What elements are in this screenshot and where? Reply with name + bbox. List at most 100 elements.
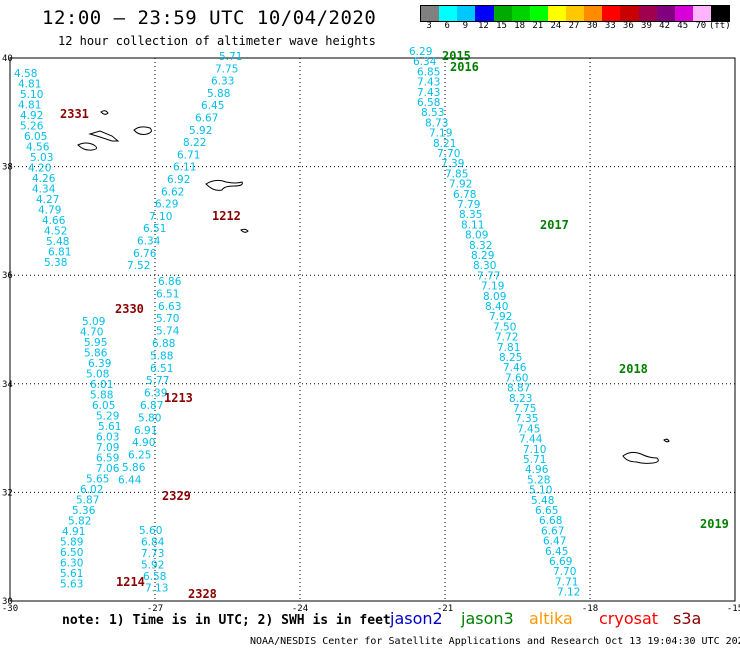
swh-value: 4.81 bbox=[18, 100, 41, 112]
color-scale-swatch bbox=[711, 6, 730, 21]
swh-value: 4.66 bbox=[42, 215, 66, 227]
swh-value: 7.79 bbox=[457, 199, 480, 211]
swh-value: 6.51 bbox=[143, 223, 166, 235]
swh-value: 5.48 bbox=[531, 495, 554, 507]
swh-value: 7.92 bbox=[489, 311, 512, 323]
color-scale-label: 27 bbox=[568, 21, 580, 31]
color-scale-swatch bbox=[529, 6, 548, 21]
swh-value: 7.52 bbox=[127, 260, 150, 272]
swh-value: 5.10 bbox=[529, 485, 552, 497]
color-scale-label: 30 bbox=[586, 21, 598, 31]
island-outline bbox=[240, 228, 249, 233]
swh-value: 6.76 bbox=[133, 248, 157, 260]
swh-value: 5.82 bbox=[68, 516, 91, 528]
swh-value: 6.29 bbox=[409, 46, 432, 58]
swh-value: 5.92 bbox=[189, 125, 212, 137]
swh-value: 4.96 bbox=[525, 464, 549, 476]
swh-value: 7.45 bbox=[517, 423, 540, 435]
swh-value: 7.19 bbox=[429, 128, 452, 140]
swh-value: 6.39 bbox=[88, 358, 111, 370]
swh-value: 8.35 bbox=[459, 209, 482, 221]
swh-value: 6.03 bbox=[96, 432, 119, 444]
color-scale-label: 70 bbox=[695, 21, 707, 31]
map-frame bbox=[9, 57, 736, 602]
color-scale-label: 12 bbox=[477, 21, 489, 31]
swh-value: 5.28 bbox=[527, 474, 550, 486]
swh-value: 8.09 bbox=[483, 291, 506, 303]
swh-value: 5.61 bbox=[60, 568, 83, 580]
swh-value: 5.70 bbox=[156, 313, 179, 325]
swh-value: 4.20 bbox=[28, 163, 51, 175]
swh-value: 6.50 bbox=[60, 547, 83, 559]
swh-value: 6.51 bbox=[156, 288, 179, 300]
swh-value: 6.05 bbox=[24, 131, 47, 143]
swh-value: 5.95 bbox=[84, 337, 107, 349]
swh-value: 4.81 bbox=[18, 79, 41, 91]
swh-value: 5.88 bbox=[150, 350, 173, 362]
y-tick-label: 36 bbox=[2, 271, 13, 281]
swh-value: 5.61 bbox=[98, 421, 121, 433]
swh-value: 5.65 bbox=[86, 474, 109, 486]
swh-value: 6.69 bbox=[549, 556, 572, 568]
swh-value: 5.08 bbox=[86, 369, 109, 381]
y-tick-label: 34 bbox=[2, 380, 13, 390]
swh-value: 4.27 bbox=[36, 194, 59, 206]
swh-value: 8.11 bbox=[461, 219, 484, 231]
pass-label: 2328 bbox=[188, 587, 217, 601]
swh-value: 6.67 bbox=[541, 525, 564, 537]
swh-value: 6.51 bbox=[150, 363, 173, 375]
swh-value: 6.81 bbox=[48, 247, 71, 259]
swh-value: 5.88 bbox=[207, 88, 230, 100]
swh-value: 6.39 bbox=[144, 388, 167, 400]
swh-value: 6.62 bbox=[161, 186, 184, 198]
swh-value: 4.92 bbox=[20, 110, 43, 122]
color-scale-swatch bbox=[692, 6, 711, 21]
swh-value: 6.44 bbox=[118, 474, 142, 486]
color-scale-labels: 3 6 9 12 15 18 21 24 27 30 33 36 39 42 45 70 (ft) bbox=[420, 21, 731, 33]
swh-value: 8.22 bbox=[183, 137, 206, 149]
coastline-islands bbox=[77, 110, 670, 464]
color-scale-label: (ft) bbox=[708, 21, 731, 31]
swh-value: 7.70 bbox=[553, 566, 576, 578]
color-scale-swatch bbox=[638, 6, 657, 21]
island-outline bbox=[100, 110, 109, 115]
credit-line: NOAA/NESDIS Center for Satellite Applica… bbox=[250, 636, 740, 647]
swh-value: 6.85 bbox=[417, 66, 440, 78]
island-outline bbox=[88, 130, 120, 142]
color-scale-swatch bbox=[475, 6, 494, 21]
swh-value: 6.87 bbox=[140, 400, 163, 412]
swh-value: 7.73 bbox=[141, 548, 164, 560]
pass-label: 1212 bbox=[212, 209, 241, 223]
swh-value: 6.67 bbox=[195, 113, 218, 125]
swh-value: 6.45 bbox=[201, 100, 224, 112]
swh-value: 7.12 bbox=[557, 587, 580, 599]
swh-value: 4.52 bbox=[44, 226, 67, 238]
swh-value: 7.50 bbox=[493, 321, 516, 333]
swh-value: 6.78 bbox=[453, 189, 476, 201]
color-scale-label: 3 bbox=[426, 21, 432, 31]
swh-value: 5.71 bbox=[219, 51, 242, 63]
island-outline bbox=[77, 142, 98, 151]
swh-value: 8.30 bbox=[473, 260, 496, 272]
swh-value: 7.75 bbox=[215, 63, 238, 75]
swh-value: 8.87 bbox=[507, 383, 530, 395]
swh-value: 6.63 bbox=[158, 301, 181, 313]
swh-value: 6.45 bbox=[545, 546, 568, 558]
swh-value: 5.92 bbox=[141, 560, 164, 572]
island-outline bbox=[133, 126, 152, 135]
legend-jason2: jason2 bbox=[390, 609, 443, 628]
swh-value: 7.72 bbox=[495, 332, 518, 344]
swh-value: 8.09 bbox=[465, 230, 488, 242]
swh-value: 6.91 bbox=[134, 425, 157, 437]
swh-value: 5.48 bbox=[46, 236, 69, 248]
swh-value: 6.84 bbox=[141, 537, 165, 549]
swh-value: 4.91 bbox=[62, 526, 85, 538]
swh-value: 6.05 bbox=[92, 400, 115, 412]
swh-value: 5.03 bbox=[30, 152, 53, 164]
legend-s3a: s3a bbox=[673, 609, 702, 628]
swh-value: 8.21 bbox=[433, 138, 456, 150]
x-tick-label: -27 bbox=[147, 604, 163, 614]
color-scale-swatch bbox=[421, 6, 440, 21]
swh-value: 4.90 bbox=[132, 437, 155, 449]
